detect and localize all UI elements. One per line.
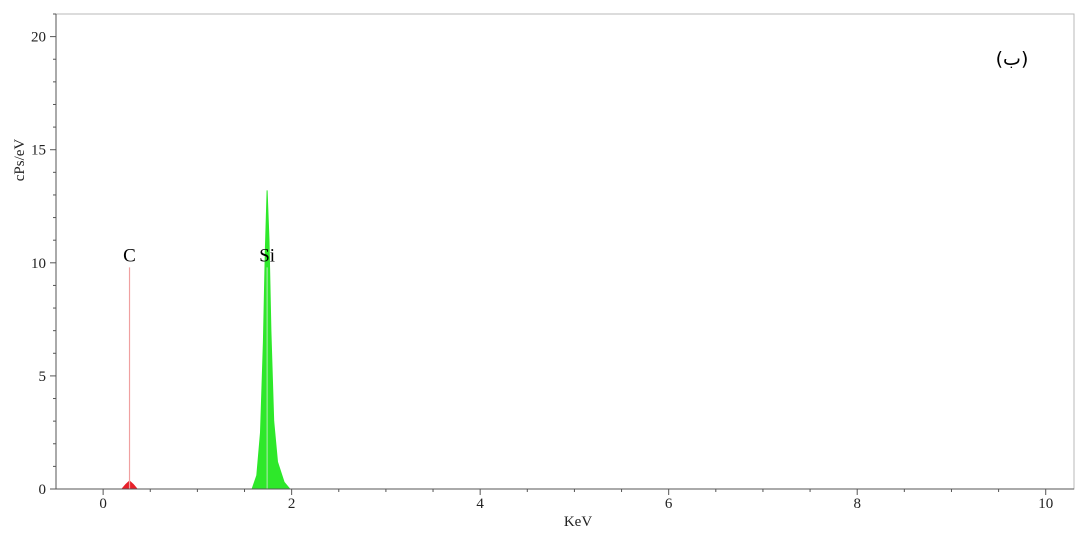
plot-frame [55, 13, 1075, 490]
y-tick-label: 15 [31, 143, 46, 159]
x-axis-title: KeV [564, 514, 592, 530]
x-tick-label: 4 [476, 496, 484, 512]
axis-layer: 0 2 4 6 8 10 0 5 10 15 20 [31, 13, 1074, 512]
marker-label-si: Si [259, 245, 275, 266]
series-si-peak [251, 190, 291, 490]
panel-label: (ب) [996, 48, 1029, 70]
x-tick-label: 6 [665, 496, 673, 512]
marker-layer: C Si [123, 245, 275, 489]
y-tick-label: 5 [39, 369, 47, 385]
y-tick-label: 10 [31, 256, 46, 272]
x-tick-label: 10 [1038, 496, 1053, 512]
marker-label-c: C [123, 245, 136, 266]
x-tick-label: 8 [853, 496, 861, 512]
y-axis-title: cPs/eV [12, 139, 28, 182]
x-tick-label: 2 [288, 496, 296, 512]
x-tick-label: 0 [99, 496, 107, 512]
y-tick-label: 20 [31, 30, 46, 46]
y-tick-label: 0 [39, 482, 47, 498]
